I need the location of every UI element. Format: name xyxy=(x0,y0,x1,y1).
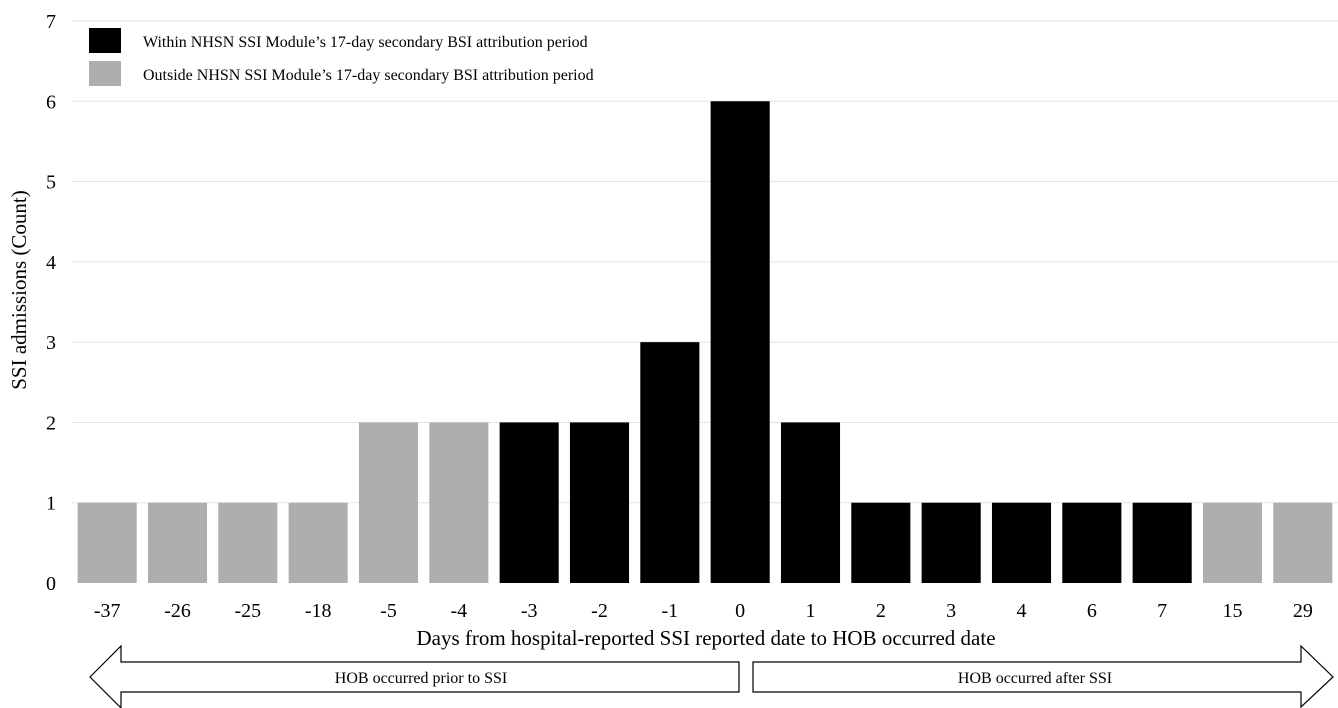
x-tick-label: -1 xyxy=(661,600,678,622)
x-axis-ticks: -37 -26 -25 -18 -5 -4 -3 -2 -1 0 1 2 3 4 6 7 15 29 xyxy=(94,600,1313,622)
right-arrow-shape xyxy=(752,644,1334,708)
legend: Within NHSN SSI Module’s 17-day secondar… xyxy=(89,28,594,86)
y-tick-label: 1 xyxy=(46,493,56,515)
bar-6 xyxy=(1062,502,1122,583)
bar-0 xyxy=(710,101,770,584)
x-tick-label: -4 xyxy=(450,600,467,622)
y-tick-label: 2 xyxy=(46,412,56,434)
legend-label-within: Within NHSN SSI Module’s 17-day secondar… xyxy=(143,34,588,51)
x-tick-label: 1 xyxy=(806,600,816,622)
bar-4 xyxy=(991,502,1052,583)
legend-label-outside: Outside NHSN SSI Module’s 17-day seconda… xyxy=(143,67,594,84)
y-tick-label: 0 xyxy=(46,573,56,595)
y-tick-label: 5 xyxy=(46,172,56,194)
right-arrow-label: HOB occurred after SSI xyxy=(958,670,1112,687)
x-tick-label: 15 xyxy=(1223,600,1243,622)
bar--1 xyxy=(640,342,700,583)
x-tick-label: 4 xyxy=(1017,600,1027,622)
x-tick-label: -26 xyxy=(164,600,191,622)
bar-2 xyxy=(851,502,911,583)
x-tick-label: 2 xyxy=(876,600,886,622)
bars xyxy=(77,101,1333,584)
right-arrow: HOB occurred after SSI xyxy=(752,644,1334,708)
x-tick-label: -2 xyxy=(591,600,608,622)
bar--5 xyxy=(358,422,419,583)
x-axis-label: Days from hospital-reported SSI reported… xyxy=(416,626,995,650)
legend-swatch-outside xyxy=(89,61,121,86)
y-axis-ticks: 0 1 2 3 4 5 6 7 xyxy=(46,11,56,595)
x-tick-label: 3 xyxy=(946,600,956,622)
left-arrow: HOB occurred prior to SSI xyxy=(89,644,740,708)
x-tick-label: 0 xyxy=(735,600,745,622)
bar--26 xyxy=(147,502,208,583)
grid-lines xyxy=(72,20,1338,504)
bar-7 xyxy=(1132,502,1192,583)
left-arrow-shape xyxy=(89,644,740,708)
bar-1 xyxy=(780,422,841,583)
bar--18 xyxy=(288,502,348,583)
legend-swatch-within xyxy=(89,28,121,53)
x-tick-label: -37 xyxy=(94,600,121,622)
bar--3 xyxy=(499,422,559,583)
bar-29 xyxy=(1273,502,1333,583)
y-tick-label: 3 xyxy=(46,332,56,354)
x-tick-label: -25 xyxy=(234,600,261,622)
bar--4 xyxy=(429,422,489,583)
y-axis-label: SSI admissions (Count) xyxy=(7,190,31,390)
x-tick-label: 7 xyxy=(1157,600,1167,622)
x-tick-label: -3 xyxy=(521,600,538,622)
y-tick-label: 4 xyxy=(46,252,56,274)
bar-3 xyxy=(921,502,981,583)
bar-15 xyxy=(1202,502,1263,583)
bar--37 xyxy=(77,502,137,583)
left-arrow-label: HOB occurred prior to SSI xyxy=(335,670,507,687)
x-tick-label: 6 xyxy=(1087,600,1097,622)
bar--2 xyxy=(569,422,630,583)
x-tick-label: -18 xyxy=(305,600,332,622)
x-tick-label: 29 xyxy=(1293,600,1313,622)
x-tick-label: -5 xyxy=(380,600,397,622)
bar--25 xyxy=(218,502,278,583)
y-tick-label: 7 xyxy=(46,11,56,33)
y-tick-label: 6 xyxy=(46,91,56,113)
